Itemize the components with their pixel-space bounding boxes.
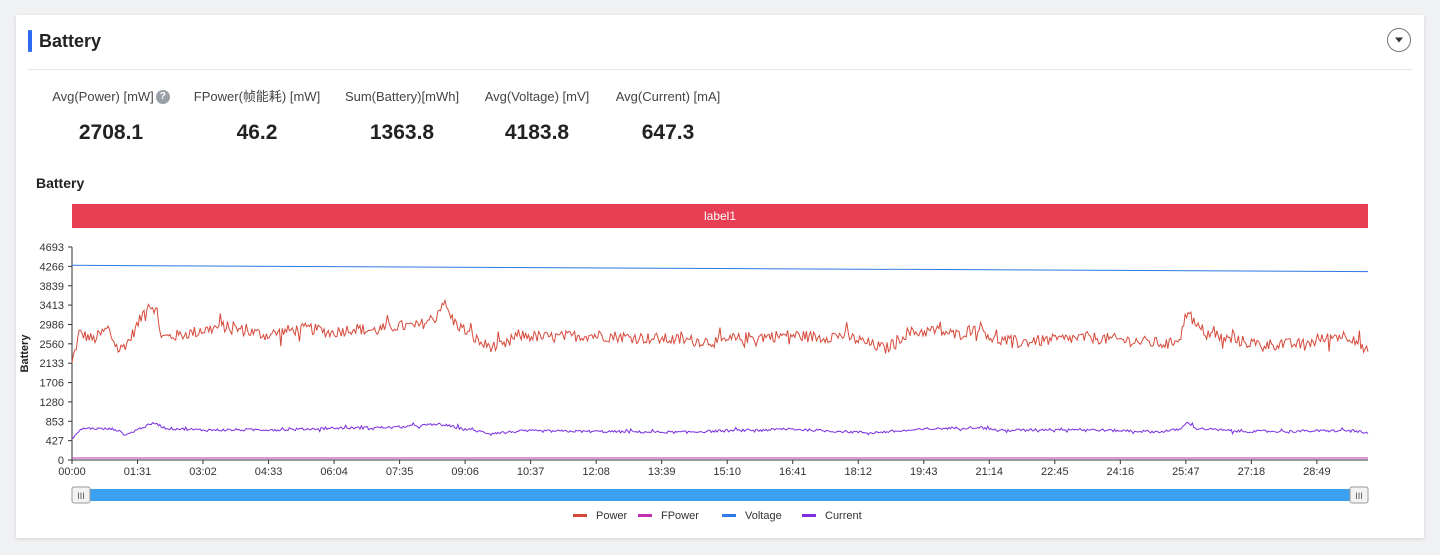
metric-value: 4183.8 xyxy=(504,121,570,144)
metric-value: 1363.8 xyxy=(369,121,435,144)
metric-avg-power: Avg(Power) [mW]? 2708.1 xyxy=(48,89,174,145)
x-tick-label: 25:47 xyxy=(1172,466,1200,478)
x-tick-label: 04:33 xyxy=(255,466,283,478)
y-tick-label: 3839 xyxy=(40,281,64,293)
zoom-handle-box xyxy=(1349,486,1369,504)
zoom-handle-box xyxy=(71,486,91,504)
y-tick-label: 2560 xyxy=(40,339,64,351)
collapse-button[interactable] xyxy=(1387,28,1411,52)
y-tick-label: 853 xyxy=(46,416,64,428)
metric-avg-current: Avg(Current) [mA] 647.3 xyxy=(612,89,724,145)
header-divider xyxy=(28,69,1412,70)
x-tick-label: 09:06 xyxy=(451,466,479,478)
zoom-handle-left[interactable]: III xyxy=(71,486,91,504)
x-tick-label: 27:18 xyxy=(1238,466,1266,478)
x-tick-label: 12:08 xyxy=(582,466,610,478)
chart-title: Battery xyxy=(36,175,85,191)
metric-sum-battery: Sum(Battery)[mWh] 1363.8 xyxy=(342,89,462,145)
x-tick-label: 00:00 xyxy=(58,466,86,478)
legend-item-voltage[interactable]: Voltage xyxy=(722,510,782,522)
metric-label: FPower(帧能耗) [mW] xyxy=(193,89,321,104)
x-tick-label: 21:14 xyxy=(976,466,1004,478)
y-tick-label: 4693 xyxy=(40,242,64,254)
metric-label: Sum(Battery)[mWh] xyxy=(344,89,460,104)
metric-label: Avg(Voltage) [mV] xyxy=(484,89,590,104)
legend-swatch xyxy=(802,514,816,517)
x-tick-label: 16:41 xyxy=(779,466,807,478)
metric-value: 2708.1 xyxy=(78,121,144,144)
x-tick-label: 18:12 xyxy=(844,466,872,478)
x-tick-label: 01:31 xyxy=(124,466,152,478)
metric-avg-voltage: Avg(Voltage) [mV] 4183.8 xyxy=(480,89,594,145)
x-tick-label: 06:04 xyxy=(320,466,348,478)
zoom-handle-grip: III xyxy=(1355,491,1363,501)
metric-value: 46.2 xyxy=(236,121,278,144)
legend-label: Current xyxy=(825,510,862,522)
x-tick-label: 24:16 xyxy=(1107,466,1135,478)
x-tick-label: 15:10 xyxy=(713,466,741,478)
series-line-power xyxy=(71,298,1369,363)
battery-card: Battery Avg(Power) [mW]? 2708.1 FPower(帧… xyxy=(16,15,1424,538)
legend-swatch xyxy=(722,514,736,517)
zoom-handle-right[interactable]: III xyxy=(1349,486,1369,504)
y-axis-title: Battery xyxy=(19,334,31,373)
legend-label: Power xyxy=(596,510,628,522)
y-tick-label: 0 xyxy=(58,455,64,467)
metric-fpower: FPower(帧能耗) [mW] 46.2 xyxy=(192,89,322,145)
y-tick-label: 2133 xyxy=(40,358,64,370)
card-title: Battery xyxy=(39,31,102,51)
x-tick-label: 13:39 xyxy=(648,466,676,478)
legend-swatch xyxy=(638,514,652,517)
y-tick-label: 427 xyxy=(46,436,64,448)
title-accent-bar xyxy=(28,30,32,52)
x-tick-label: 28:49 xyxy=(1303,466,1331,478)
metric-value: 647.3 xyxy=(641,121,695,144)
x-tick-label: 10:37 xyxy=(517,466,545,478)
legend-label: FPower xyxy=(661,510,699,522)
y-tick-label: 2986 xyxy=(40,319,64,331)
x-tick-label: 03:02 xyxy=(189,466,217,478)
help-icon[interactable]: ? xyxy=(155,90,170,104)
zoom-handle-grip: III xyxy=(77,491,85,501)
series-line-voltage xyxy=(71,264,1369,273)
legend-item-fpower[interactable]: FPower xyxy=(638,510,699,522)
y-tick-label: 1280 xyxy=(40,397,64,409)
y-tick-label: 3413 xyxy=(40,300,64,312)
x-tick-label: 07:35 xyxy=(386,466,414,478)
x-tick-label: 19:43 xyxy=(910,466,938,478)
legend-item-power[interactable]: Power xyxy=(573,510,628,522)
y-tick-label: 1706 xyxy=(40,378,64,390)
mark-area-label: label1 xyxy=(704,209,736,223)
battery-line-chart: label1 0 427 853 1280 1706 2133 2560 2986 3413 383… xyxy=(19,204,1369,522)
x-tick-label: 22:45 xyxy=(1041,466,1069,478)
y-tick-label: 4266 xyxy=(40,261,64,273)
chevron-down-icon xyxy=(1395,37,1403,43)
legend-label: Voltage xyxy=(745,510,782,522)
series-line-current xyxy=(71,421,1369,439)
zoom-selection xyxy=(72,489,1368,501)
metric-label: Avg(Power) [mW] xyxy=(52,89,154,104)
metric-label: Avg(Current) [mA] xyxy=(615,89,721,104)
legend-swatch xyxy=(573,514,587,517)
legend-item-current[interactable]: Current xyxy=(802,510,862,522)
mark-area-band xyxy=(72,204,1368,228)
